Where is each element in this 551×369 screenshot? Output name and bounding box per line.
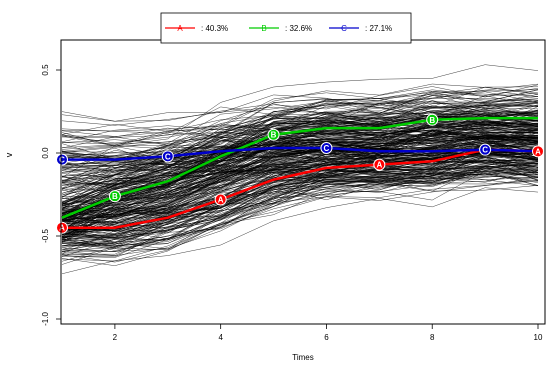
series-marker: [426, 113, 439, 126]
series-marker: [320, 142, 333, 155]
background-trajectories: [61, 64, 539, 275]
x-axis-label: Times: [292, 353, 313, 362]
series-marker-label: A: [376, 161, 382, 170]
series-marker: [214, 193, 227, 206]
series-line: [61, 116, 538, 219]
trajectory-line: [61, 105, 539, 224]
trajectory-line: [61, 124, 539, 144]
legend-box: [160, 12, 412, 44]
x-tick-label: 8: [430, 333, 435, 342]
trajectory-line: [61, 89, 539, 183]
y-tick-label: -1.0: [41, 312, 50, 326]
trajectory-line: [61, 168, 539, 245]
series-marker-label: B: [429, 116, 435, 125]
series-marker: [56, 221, 68, 234]
trajectory-line: [61, 93, 539, 209]
trajectory-line: [61, 170, 539, 262]
trajectory-line: [61, 121, 539, 142]
trajectory-line: [61, 177, 539, 263]
trajectory-line: [61, 166, 539, 186]
trajectory-line: [61, 103, 539, 204]
trajectory-line: [61, 125, 539, 220]
legend-marker: A: [177, 24, 183, 33]
trajectory-line: [61, 106, 539, 134]
trajectory-line: [61, 121, 539, 222]
trajectory-line: [61, 156, 539, 238]
series-marker: [56, 153, 68, 166]
series-marker-label: A: [59, 224, 65, 233]
x-tick-label: 10: [534, 333, 543, 342]
trajectory-line: [61, 123, 539, 223]
trajectory-line: [61, 146, 539, 168]
legend-label: : 40.3%: [201, 24, 228, 33]
series-marker: [161, 150, 174, 163]
series-marker-label: C: [324, 144, 330, 153]
trajectory-line: [61, 135, 539, 224]
trajectory-line: [61, 109, 539, 223]
x-axis: 2 4 6 8 10: [113, 324, 543, 342]
trajectory-line: [61, 166, 539, 252]
series-marker: [532, 145, 544, 158]
series-marker-label: B: [271, 131, 277, 140]
legend-marker: B: [261, 24, 266, 33]
series-layer: A A A A B B B C C C C: [56, 113, 544, 234]
trajectory-line: [61, 95, 539, 196]
y-tick-label: -0.5: [41, 229, 50, 243]
x-tick-label: 6: [324, 333, 329, 342]
y-axis-label: v: [4, 152, 14, 157]
y-tick-label: 0.5: [41, 64, 50, 76]
y-axis: -1.0 -0.5 0.0 0.5: [41, 64, 61, 326]
trajectory-line: [61, 98, 539, 205]
trajectory-line: [61, 144, 539, 224]
legend: A : 40.3% B : 32.6% C : 27.1%: [160, 12, 412, 44]
series-marker: [267, 128, 280, 141]
trajectory-line: [61, 124, 539, 214]
series-line: [62, 148, 539, 229]
legend-label: : 32.6%: [285, 24, 312, 33]
trajectory-line: [61, 134, 539, 220]
series-marker-label: A: [535, 147, 541, 156]
trajectory-line: [61, 148, 539, 238]
trajectory-line: [61, 135, 539, 239]
series-marker-label: C: [482, 146, 488, 155]
trajectory-line: [61, 156, 539, 251]
series-marker-label: B: [112, 192, 118, 201]
trajectory-line: [61, 164, 539, 188]
legend-label: : 27.1%: [365, 24, 392, 33]
x-tick-label: 2: [113, 333, 118, 342]
series-marker-label: C: [165, 152, 171, 161]
series-marker: [108, 190, 121, 203]
trajectory-line: [61, 121, 539, 146]
x-tick-label: 4: [218, 333, 223, 342]
trajectory-line: [61, 157, 539, 178]
trajectory-line: [61, 64, 539, 178]
trajectory-line: [61, 180, 539, 266]
trajectory-line: [61, 175, 539, 252]
series-marker-label: C: [59, 156, 65, 165]
series-marker: [373, 158, 386, 171]
y-tick-label: 0.0: [41, 147, 50, 159]
series-marker-label: A: [218, 195, 224, 204]
trajectory-line: [61, 102, 539, 209]
trajectory-line: [61, 169, 539, 256]
trajectory-line: [61, 119, 539, 221]
trajectory-line: [61, 170, 539, 253]
trajectory-line: [61, 159, 539, 246]
trajectory-line: [61, 172, 539, 251]
trajectory-line: [61, 104, 539, 196]
trajectory-line: [61, 98, 539, 205]
trajectory-line: [61, 142, 539, 159]
trajectory-line: [61, 100, 539, 217]
trajectory-line: [61, 168, 539, 255]
series-line: [62, 146, 539, 161]
trajectory-line: [61, 90, 539, 197]
series-marker: [479, 143, 492, 156]
legend-marker: C: [341, 24, 347, 33]
